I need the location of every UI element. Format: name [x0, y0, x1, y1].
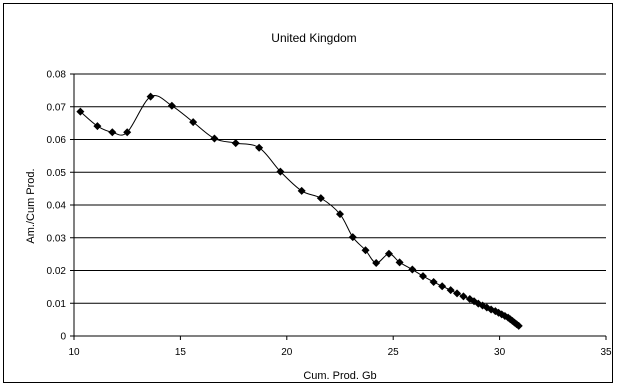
x-tick-label: 35	[600, 347, 612, 358]
data-point-marker	[167, 101, 176, 110]
x-tick-label: 20	[281, 347, 293, 358]
data-point-marker	[395, 258, 404, 267]
data-point-marker	[93, 122, 102, 131]
series-layer	[76, 92, 523, 330]
data-point-marker	[123, 128, 132, 137]
axis-layer	[70, 73, 607, 340]
data-point-marker	[255, 143, 264, 152]
data-point-marker	[189, 118, 198, 127]
data-point-marker	[336, 210, 344, 219]
tick-layer: 0 0.01 0.02 0.03 0.04 0.05 0.06 0.07 0.08 10 15 20 2…	[47, 70, 612, 359]
y-axis-title: Am./Cum Prod.	[25, 168, 37, 243]
data-point-marker	[108, 128, 117, 137]
data-point-marker	[438, 282, 447, 291]
y-tick-label: 0.03	[47, 233, 67, 244]
data-point-marker	[459, 292, 468, 301]
y-tick-label: 0.07	[47, 102, 67, 113]
data-point-marker	[361, 246, 370, 255]
chart-title: United Kingdom	[271, 31, 356, 45]
data-point-marker	[276, 167, 285, 176]
data-point-marker	[418, 272, 427, 281]
data-point-marker	[446, 286, 455, 295]
data-point-marker	[384, 249, 393, 258]
data-point-marker	[348, 233, 357, 242]
y-tick-label: 0	[60, 332, 66, 343]
grid-layer	[74, 73, 606, 304]
y-tick-label: 0.06	[47, 135, 67, 146]
data-point-marker	[210, 134, 219, 143]
y-tick-label: 0.08	[47, 70, 67, 81]
data-point-marker	[372, 258, 381, 267]
y-tick-label: 0.05	[47, 168, 67, 179]
x-axis-title: Cum. Prod. Gb	[303, 370, 376, 382]
x-tick-label: 10	[68, 347, 80, 358]
x-tick-label: 30	[494, 347, 506, 358]
y-tick-label: 0.01	[47, 299, 67, 310]
data-point-marker	[231, 139, 240, 148]
data-point-marker	[408, 265, 417, 274]
data-point-marker	[429, 277, 438, 286]
data-point-marker	[514, 321, 523, 330]
x-tick-label: 25	[388, 347, 400, 358]
y-tick-label: 0.04	[47, 201, 67, 212]
data-point-marker	[316, 194, 325, 203]
data-point-marker	[297, 186, 306, 195]
x-tick-label: 15	[175, 347, 187, 358]
data-point-marker	[453, 289, 462, 298]
data-point-marker	[76, 107, 85, 116]
data-point-marker	[146, 92, 155, 101]
y-tick-label: 0.02	[47, 266, 67, 277]
